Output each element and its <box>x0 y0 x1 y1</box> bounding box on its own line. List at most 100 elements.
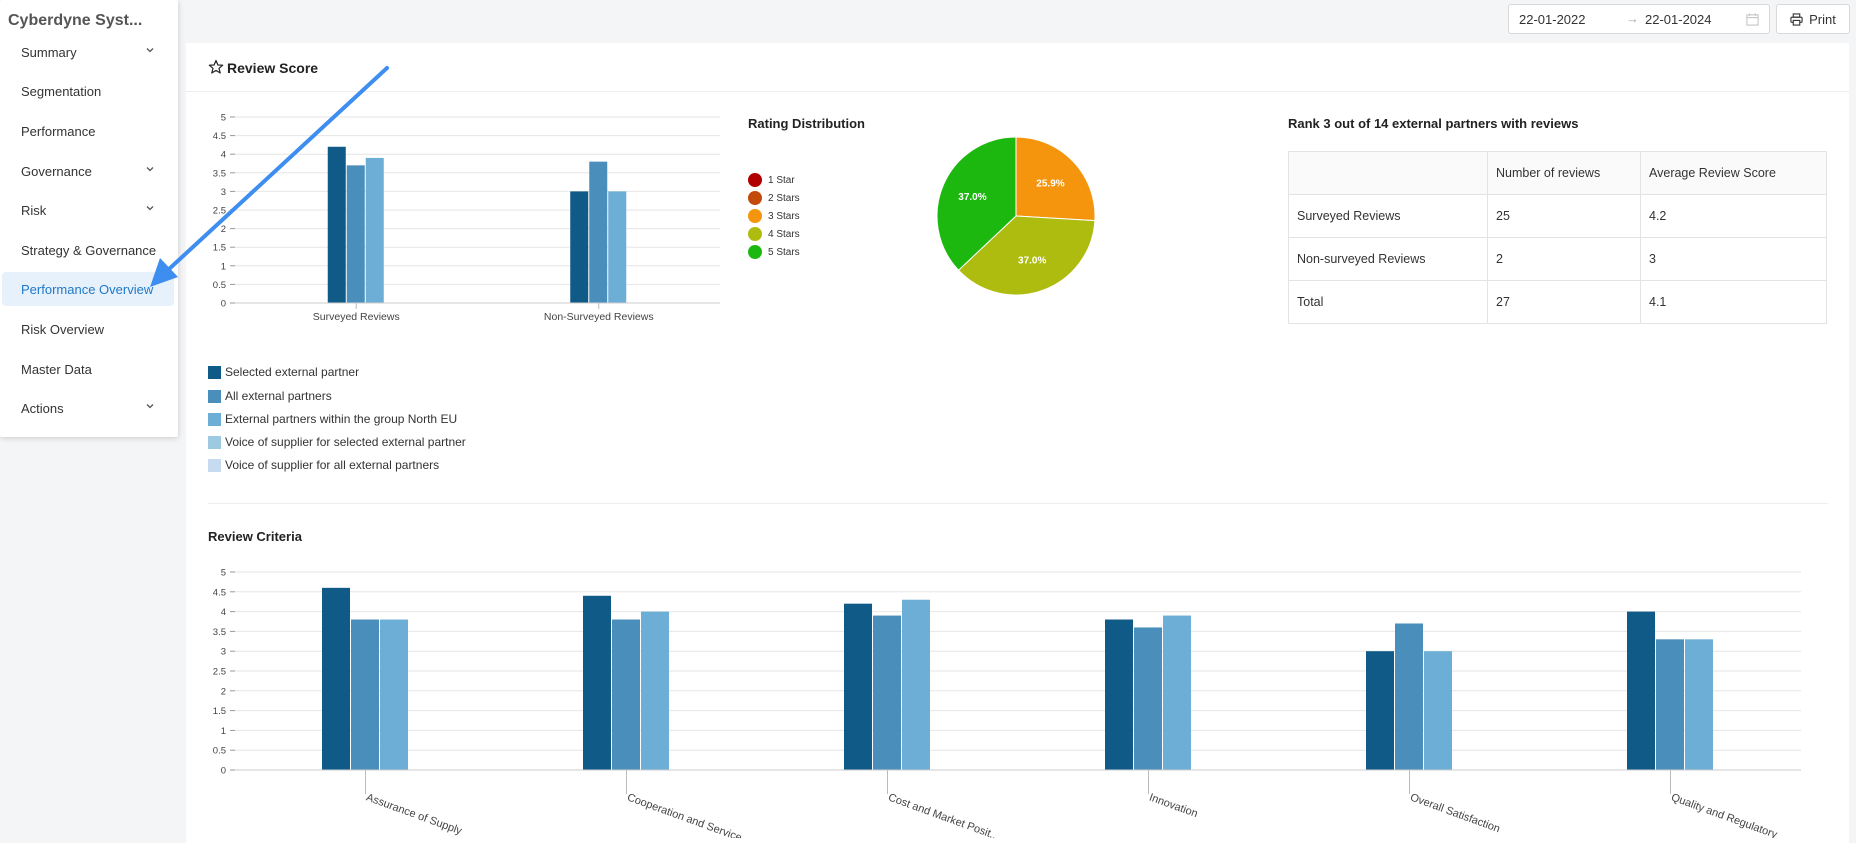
table-cell: 25 <box>1487 194 1641 238</box>
card-title: Review Score <box>227 60 319 76</box>
pie-legend-label: 4 Stars <box>768 228 800 240</box>
sidebar-item-strategy-governance[interactable]: Strategy & Governance <box>2 233 174 267</box>
y-tick-label: 0 <box>221 766 226 777</box>
y-tick-label: 4 <box>221 607 226 618</box>
bar[interactable] <box>1424 651 1452 770</box>
y-tick-label: 4.5 <box>213 587 226 598</box>
section-divider <box>208 503 1828 504</box>
legend-item[interactable]: External partners within the group North… <box>208 412 457 426</box>
table-cell: 3 <box>1640 237 1827 281</box>
bar[interactable] <box>570 191 589 303</box>
y-tick-label: 1.5 <box>213 243 226 254</box>
pie-legend-item[interactable]: 2 Stars <box>748 191 800 205</box>
pie-legend-dot <box>748 209 762 223</box>
legend-item[interactable]: All external partners <box>208 389 332 403</box>
sidebar-item-label: Performance <box>21 123 96 139</box>
bar[interactable] <box>641 611 669 770</box>
legend-label: All external partners <box>225 389 332 403</box>
sidebar-item-master-data[interactable]: Master Data <box>2 352 174 386</box>
legend-swatch <box>208 365 221 379</box>
y-tick-label: 3 <box>221 647 226 658</box>
pie-slice-label: 37.0% <box>958 192 986 203</box>
review-criteria-bar-chart: 0 0.5 1 1.5 2 2.5 3 3.5 4 4.5 5 Assurance of Supply… <box>213 568 1801 838</box>
y-tick-label: 1 <box>221 726 226 737</box>
sidebar-item-segmentation[interactable]: Segmentation <box>2 74 174 108</box>
table-cell: 27 <box>1487 280 1641 324</box>
sidebar-item-performance-overview[interactable]: Performance Overview <box>2 272 174 306</box>
arrow-right-icon: → <box>1626 11 1639 26</box>
bar[interactable] <box>1395 623 1423 770</box>
y-tick-label: 1.5 <box>213 706 226 717</box>
bar[interactable] <box>589 161 608 303</box>
pie-legend-label: 5 Stars <box>768 246 800 258</box>
pie-legend-item[interactable]: 4 Stars <box>748 227 800 241</box>
y-tick-label: 4 <box>221 150 226 161</box>
pie-legend-label: 2 Stars <box>768 192 800 204</box>
sidebar-item-risk-overview[interactable]: Risk Overview <box>2 312 174 346</box>
sidebar-item-label: Governance <box>21 163 92 179</box>
chevron-down-icon <box>146 167 154 172</box>
bar[interactable] <box>1656 639 1684 770</box>
bar[interactable] <box>873 615 901 770</box>
date-to-input[interactable]: 22-01-2024 <box>1645 12 1712 27</box>
pie-legend-label: 3 Stars <box>768 210 800 222</box>
bar[interactable] <box>583 595 611 770</box>
bar[interactable] <box>346 165 365 303</box>
pie-legend-item[interactable]: 5 Stars <box>748 245 800 259</box>
pie-legend-item[interactable]: 1 Star <box>748 173 795 187</box>
x-tick-label: Non-Surveyed Reviews <box>544 311 654 323</box>
table-header-cell: Average Review Score <box>1640 151 1827 195</box>
sidebar-item-actions[interactable]: Actions <box>2 391 174 425</box>
print-button[interactable]: Print <box>1776 4 1850 34</box>
pie-slice[interactable] <box>957 215 1096 296</box>
pie-slice[interactable] <box>1015 136 1096 222</box>
x-tick-label: Innovation <box>1147 792 1199 821</box>
date-from-input[interactable]: 22-01-2022 <box>1519 12 1586 27</box>
bar[interactable] <box>1627 611 1655 770</box>
bar[interactable] <box>1105 619 1133 770</box>
pie-legend-item[interactable]: 3 Stars <box>748 209 800 223</box>
legend-item[interactable]: Voice of supplier for selected external … <box>208 435 466 449</box>
sidebar-item-label: Risk <box>21 202 47 218</box>
pie-legend-dot <box>748 245 762 259</box>
bar[interactable] <box>351 619 379 770</box>
legend-label: Selected external partner <box>225 365 360 379</box>
x-tick-label: Quality and Regulatory <box>1669 792 1779 838</box>
bar[interactable] <box>1366 651 1394 770</box>
y-tick-label: 2.5 <box>213 206 226 217</box>
table-row: Surveyed Reviews 25 4.2 <box>1288 194 1827 238</box>
bar[interactable] <box>844 603 872 770</box>
y-tick-label: 5 <box>221 568 226 579</box>
bar[interactable] <box>327 146 346 303</box>
y-tick-label: 2 <box>221 224 226 235</box>
rating-distribution-pie: 25.9% 37.0% 37.0% <box>936 136 1096 296</box>
bar[interactable] <box>322 587 350 770</box>
bar[interactable] <box>1163 615 1191 770</box>
sidebar-item-summary[interactable]: Summary <box>2 35 174 69</box>
sidebar-item-performance[interactable]: Performance <box>2 114 174 148</box>
legend-item[interactable]: Voice of supplier for all external partn… <box>208 458 439 472</box>
bar[interactable] <box>612 619 640 770</box>
bar[interactable] <box>380 619 408 770</box>
pie-slice-label: 37.0% <box>1018 256 1046 267</box>
sidebar-item-label: Summary <box>21 44 77 60</box>
x-tick-label: Assurance of Supply <box>364 792 463 838</box>
sidebar-item-label: Segmentation <box>21 83 102 99</box>
pie-legend-label: 1 Star <box>768 174 795 186</box>
pie-legend-dot <box>748 191 762 205</box>
y-tick-label: 3 <box>221 187 226 198</box>
bar[interactable] <box>608 191 627 303</box>
bar[interactable] <box>365 157 384 303</box>
sidebar-item-risk[interactable]: Risk <box>2 193 174 227</box>
legend-item[interactable]: Selected external partner <box>208 365 359 379</box>
rating-distribution-title: Rating Distribution <box>748 116 865 131</box>
chevron-down-icon <box>146 404 154 409</box>
bar[interactable] <box>902 599 930 770</box>
bar[interactable] <box>1134 627 1162 770</box>
sidebar-item-governance[interactable]: Governance <box>2 154 174 188</box>
date-range-picker[interactable]: 22-01-2022 → 22-01-2024 <box>1508 4 1770 34</box>
x-tick-label: Surveyed Reviews <box>313 311 400 323</box>
chevron-down-icon <box>146 206 154 211</box>
bar[interactable] <box>1685 639 1713 770</box>
pie-slice[interactable] <box>936 136 1017 271</box>
